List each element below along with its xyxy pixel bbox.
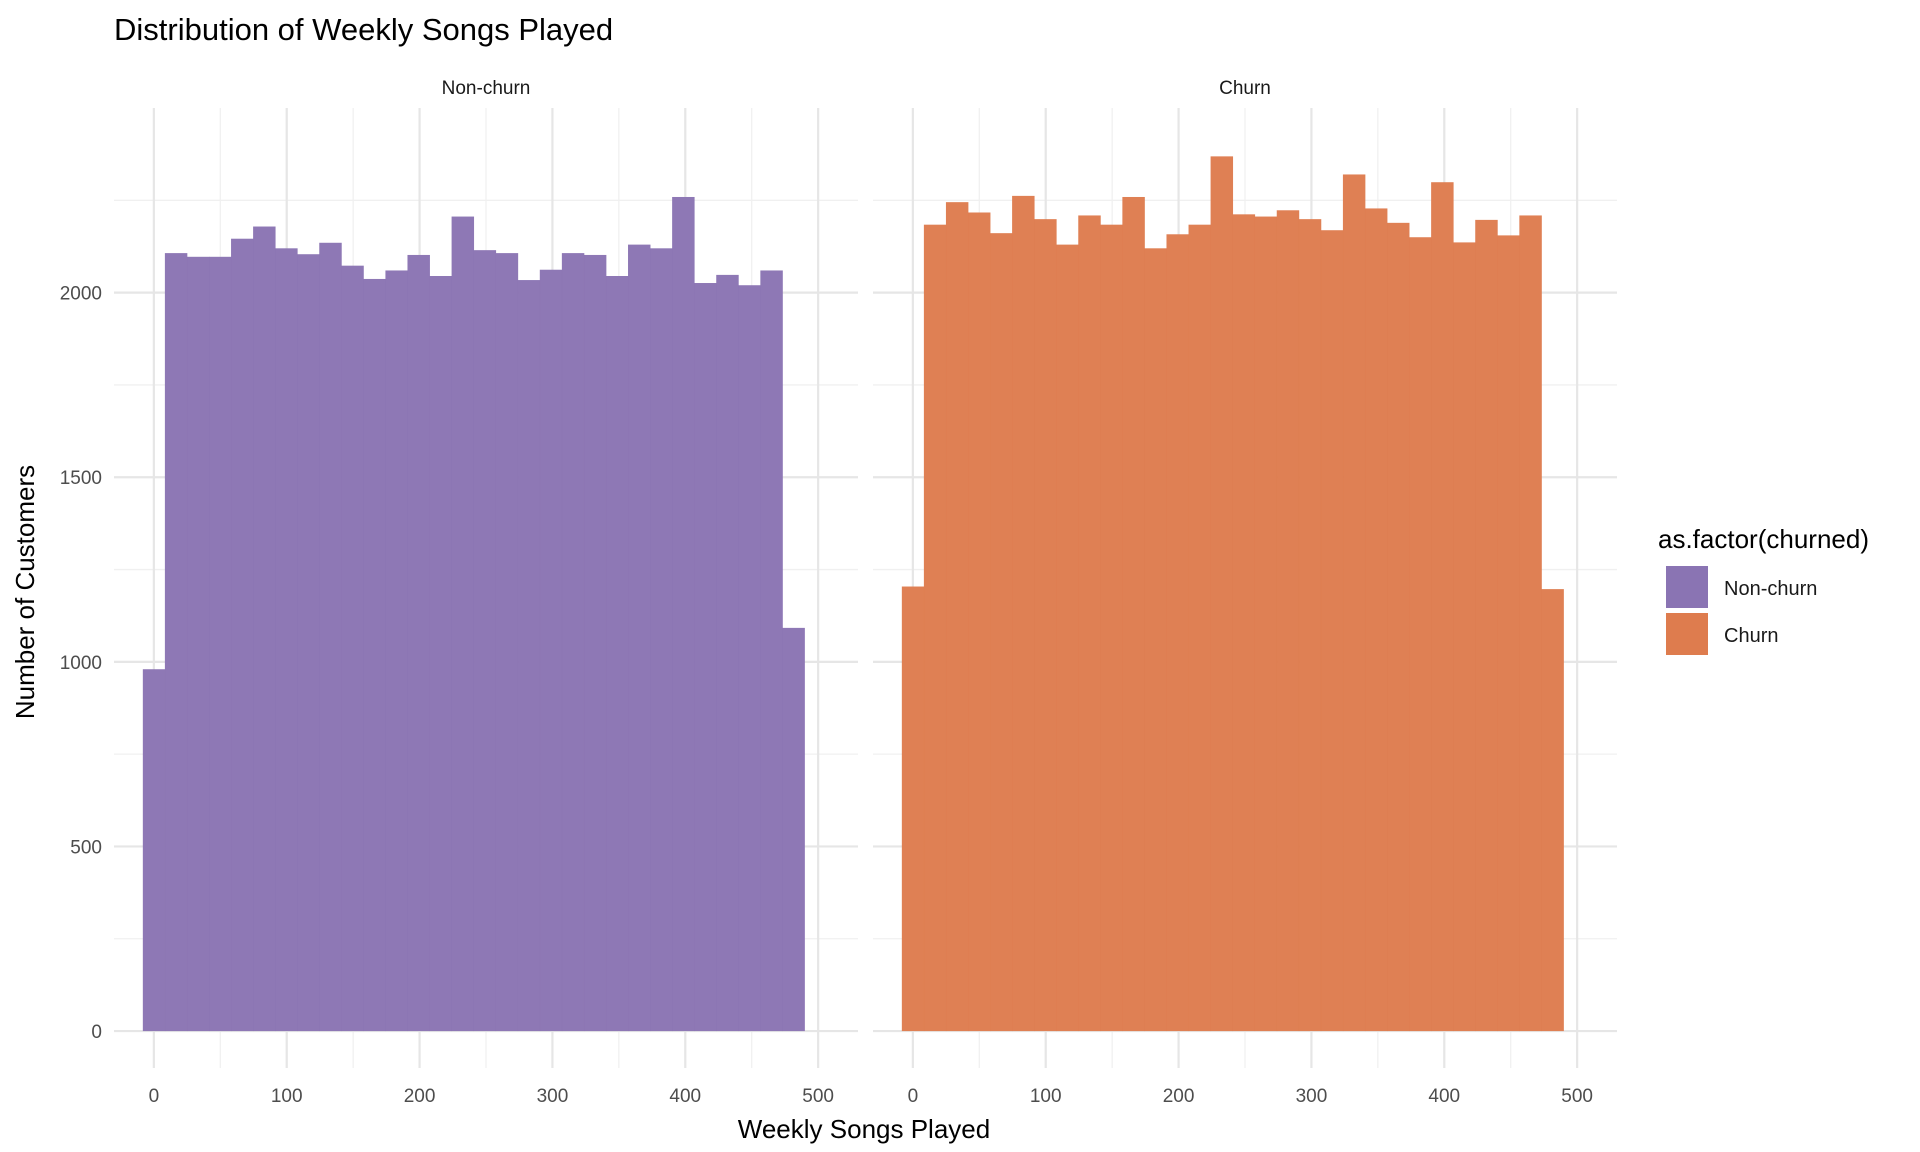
facet-strip-label: Non-churn (442, 78, 531, 99)
x-tick-label: 0 (908, 1086, 919, 1107)
x-tick-label: 500 (1561, 1086, 1593, 1107)
histogram-bar (967, 212, 991, 1032)
histogram-bar (1100, 224, 1123, 1032)
histogram-bar (1122, 196, 1145, 1032)
histogram-bar (650, 248, 673, 1032)
histogram-bar (297, 254, 320, 1032)
histogram-bar (473, 250, 497, 1032)
histogram-bar (1342, 174, 1366, 1032)
histogram-bar (901, 586, 925, 1032)
histogram-bar (628, 244, 651, 1032)
legend-title: as.factor(churned) (1658, 524, 1869, 554)
histogram-bar (1188, 224, 1211, 1032)
histogram-bar (945, 202, 969, 1032)
histogram-bar (1166, 234, 1189, 1032)
histogram-bar (716, 274, 739, 1032)
x-tick-label: 500 (802, 1086, 834, 1107)
histogram-bar (1431, 182, 1454, 1032)
panel-churn: Churn 0 100 200 300 400 500 (873, 78, 1617, 1107)
histogram-bar (694, 283, 717, 1032)
legend-label-churn: Churn (1724, 625, 1778, 647)
histogram-bar (1056, 244, 1079, 1032)
histogram-bar (1012, 195, 1035, 1032)
histogram-bar (1541, 589, 1564, 1032)
legend: as.factor(churned) Non-churn Churn (1658, 524, 1869, 655)
histogram-bar (495, 253, 519, 1032)
histogram-bar (738, 285, 761, 1032)
y-tick-label: 1500 (60, 468, 102, 489)
histogram-bar (1144, 248, 1167, 1032)
histogram-bar (1519, 215, 1542, 1032)
x-tick-label: 100 (1030, 1086, 1062, 1107)
x-tick-label: 100 (271, 1086, 303, 1107)
histogram-bar (1298, 219, 1322, 1032)
x-tick-label: 400 (669, 1086, 701, 1107)
legend-swatch-non-churn (1666, 566, 1708, 608)
histogram-bar (782, 627, 805, 1032)
x-tick-label: 400 (1428, 1086, 1460, 1107)
histogram-bar (186, 256, 210, 1032)
histogram-bar (561, 253, 585, 1032)
histogram-bar (1453, 242, 1476, 1032)
chart-title: Distribution of Weekly Songs Played (114, 12, 613, 47)
histogram-bar (363, 278, 386, 1032)
x-tick-label: 200 (404, 1086, 436, 1107)
histogram-bar (1034, 219, 1057, 1032)
histogram-bar (583, 254, 607, 1032)
histogram-bar (1364, 208, 1388, 1032)
x-tick-label: 0 (149, 1086, 160, 1107)
x-tick-label: 200 (1163, 1086, 1195, 1107)
histogram-bar (672, 196, 695, 1032)
histogram-bar (275, 248, 298, 1032)
histogram-bar (451, 216, 475, 1032)
histogram-bar (923, 224, 947, 1032)
legend-label-non-churn: Non-churn (1724, 578, 1817, 600)
histogram-bar (1475, 219, 1498, 1032)
histogram-bar (429, 276, 452, 1032)
x-tick-label: 300 (537, 1086, 569, 1107)
histogram-bar (990, 233, 1013, 1032)
histogram-bar (319, 242, 342, 1032)
histogram-bar (1409, 237, 1432, 1032)
histogram-bar (517, 280, 541, 1032)
histogram-bar (1078, 215, 1101, 1032)
y-axis-title: Number of Customers (10, 465, 40, 719)
histogram-bar (385, 270, 408, 1032)
y-tick-label: 500 (70, 837, 102, 858)
histogram-bar (1497, 235, 1520, 1032)
histogram-bar (605, 276, 629, 1032)
histogram-bar (1387, 222, 1410, 1032)
histogram-bar (407, 254, 430, 1032)
y-tick-label: 0 (91, 1022, 102, 1043)
x-axis-title: Weekly Songs Played (738, 1114, 990, 1144)
y-tick-label: 2000 (60, 284, 102, 305)
histogram-bar (1254, 216, 1278, 1032)
histogram-bar (142, 669, 166, 1032)
histogram-bar (760, 270, 783, 1032)
y-tick-label: 1000 (60, 653, 102, 674)
facet-strip-label: Churn (1219, 78, 1271, 99)
histogram-bar (1232, 214, 1256, 1032)
histogram-bar (1210, 156, 1234, 1032)
histogram-bar (1276, 210, 1300, 1032)
histogram-bar (164, 253, 188, 1032)
histogram-bar (231, 238, 254, 1032)
histogram-bar (208, 256, 232, 1032)
histogram-bar (539, 269, 563, 1032)
x-tick-label: 300 (1296, 1086, 1328, 1107)
panel-non-churn: Non-churn 0 100 200 300 400 500 0 500 1000 1500 200… (60, 78, 858, 1107)
legend-swatch-churn (1666, 613, 1708, 655)
histogram-bar (1320, 230, 1344, 1032)
histogram-bar (341, 265, 364, 1032)
histogram-bar (253, 226, 276, 1032)
